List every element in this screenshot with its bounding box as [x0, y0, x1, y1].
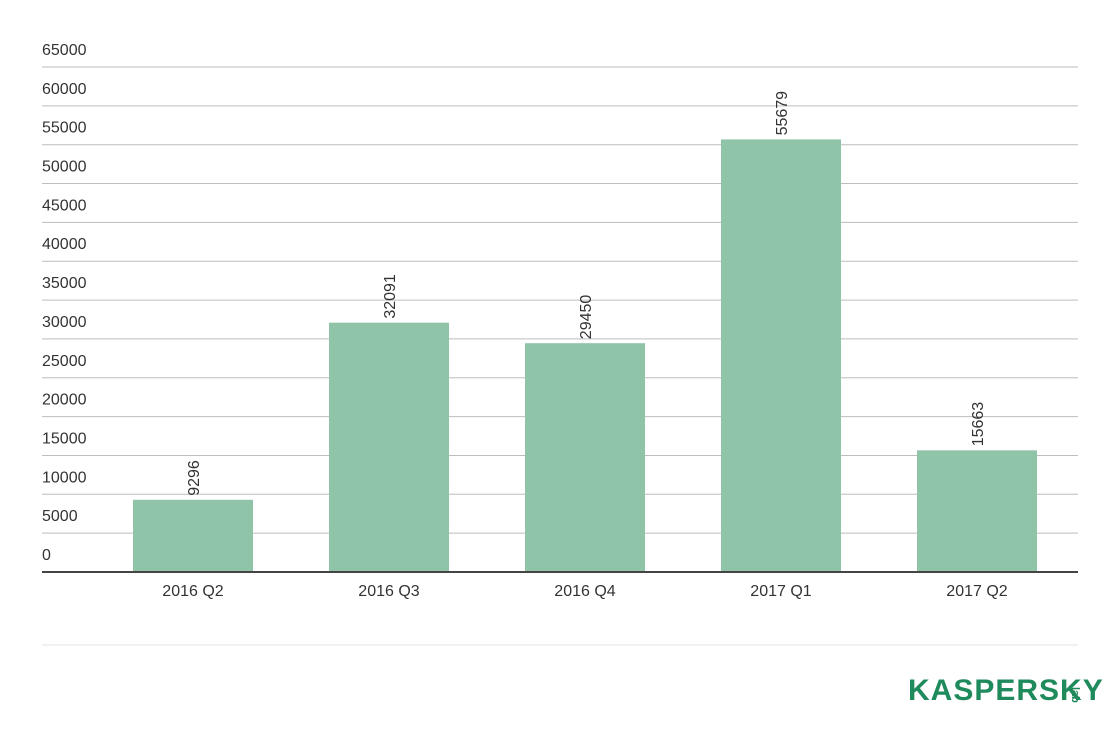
y-tick-label: 25000	[42, 353, 87, 370]
y-tick-label: 20000	[42, 392, 87, 409]
y-tick-label: 5000	[42, 508, 78, 525]
y-tick-label: 0	[42, 547, 51, 564]
x-tick-label: 2016 Q3	[358, 583, 419, 600]
value-label: 32091	[382, 274, 399, 319]
bar	[721, 139, 841, 573]
x-tick-label: 2016 Q4	[554, 583, 615, 600]
bar	[917, 450, 1037, 572]
bar	[525, 343, 645, 572]
bar	[329, 322, 449, 572]
value-label: 15663	[970, 402, 987, 447]
y-tick-label: 55000	[42, 120, 87, 137]
x-tick-label: 2017 Q2	[946, 583, 1007, 600]
y-tick-label: 45000	[42, 197, 87, 214]
y-tick-label: 40000	[42, 236, 87, 253]
logo-suffix: lab	[1069, 687, 1081, 703]
x-tick-label: 2017 Q1	[750, 583, 811, 600]
y-tick-label: 35000	[42, 275, 87, 292]
bar	[133, 499, 253, 572]
y-tick-label: 15000	[42, 430, 87, 447]
value-label: 29450	[578, 295, 595, 340]
y-tick-label: 50000	[42, 159, 87, 176]
y-tick-label: 60000	[42, 81, 87, 98]
y-tick-label: 30000	[42, 314, 87, 331]
logo: KASPERSKY	[908, 674, 1104, 707]
y-tick-label: 10000	[42, 469, 87, 486]
y-tick-label: 65000	[42, 42, 87, 59]
x-tick-label: 2016 Q2	[162, 583, 223, 600]
value-label: 9296	[186, 460, 203, 496]
value-label: 55679	[774, 91, 791, 136]
